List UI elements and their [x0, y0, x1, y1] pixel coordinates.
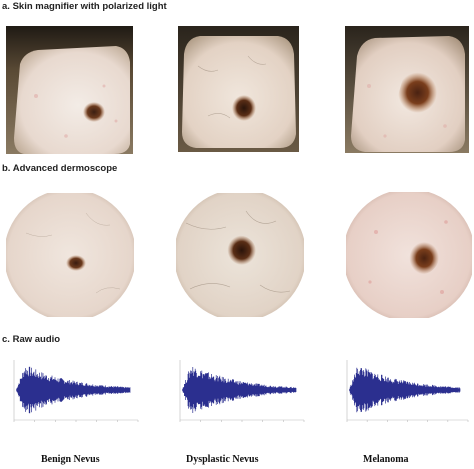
- waveform-dysplastic: [170, 356, 310, 428]
- magnifier-image-melanoma: [345, 26, 469, 153]
- section-a-text: Skin magnifier with polarized light: [12, 1, 167, 12]
- section-c-text: Raw audio: [12, 334, 61, 345]
- section-c-title: c. Raw audio: [2, 334, 60, 345]
- caption-melanoma: Melanoma: [363, 454, 409, 465]
- waveform-signal: [349, 367, 461, 413]
- waveform-signal: [16, 366, 131, 414]
- dermoscope-image-melanoma: [346, 192, 472, 318]
- section-a-label: a.: [2, 1, 10, 12]
- waveform-axes: [13, 360, 139, 422]
- waveform-axes: [179, 360, 305, 422]
- waveform-melanoma: [337, 356, 474, 428]
- caption-benign-nevus: Benign Nevus: [41, 454, 100, 465]
- waveform-signal: [182, 367, 297, 413]
- section-c-label: c.: [2, 334, 10, 345]
- dermoscope-image-dysplastic: [176, 193, 304, 317]
- magnifier-image-dysplastic: [178, 26, 299, 152]
- waveform-benign: [4, 356, 144, 428]
- waveform-axes: [346, 360, 469, 422]
- magnifier-image-benign: [6, 26, 133, 154]
- section-b-label: b.: [2, 163, 11, 174]
- section-a-title: a. Skin magnifier with polarized light: [2, 1, 167, 12]
- section-b-title: b. Advanced dermoscope: [2, 163, 117, 174]
- dermoscope-image-benign: [6, 193, 134, 317]
- section-b-text: Advanced dermoscope: [12, 163, 118, 174]
- caption-dysplastic-nevus: Dysplastic Nevus: [186, 454, 259, 465]
